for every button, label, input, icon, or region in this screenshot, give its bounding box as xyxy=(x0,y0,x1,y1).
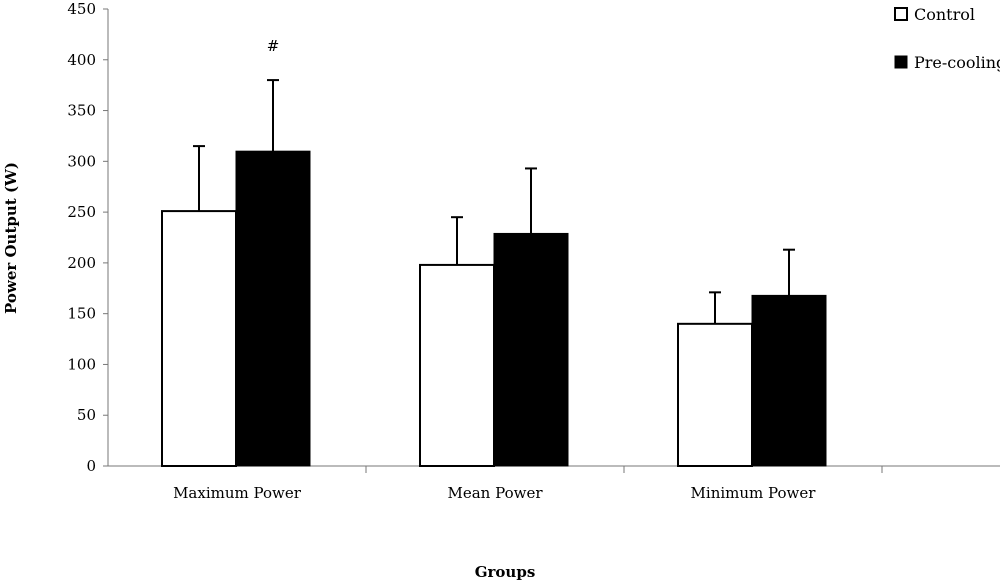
annotations: # xyxy=(267,37,280,55)
bar xyxy=(493,232,569,467)
x-tick-label: Minimum Power xyxy=(691,484,817,502)
bars xyxy=(161,79,827,468)
bar xyxy=(161,210,237,467)
y-tick-label: 50 xyxy=(77,406,96,424)
bar xyxy=(751,294,827,467)
y-tick-label: 0 xyxy=(86,457,96,475)
x-axis-title: Groups xyxy=(475,563,536,581)
x-tick-label: Mean Power xyxy=(447,484,543,502)
legend-label: Pre-cooling xyxy=(914,53,1000,72)
x-tick-label: Maximum Power xyxy=(173,484,302,502)
y-tick-label: 350 xyxy=(67,102,96,120)
y-tick-label: 200 xyxy=(67,254,96,272)
legend-swatch xyxy=(894,55,908,69)
y-tick-label: 100 xyxy=(67,355,96,373)
bar xyxy=(677,322,753,468)
y-tick-label: 400 xyxy=(67,51,96,69)
y-tick-label: 450 xyxy=(67,0,96,18)
y-axis: 0 50 100 150 200 250 300 350 400 450 xyxy=(67,0,109,475)
significance-marker: # xyxy=(267,37,280,55)
x-axis: Maximum Power Mean Power Minimum Power xyxy=(108,465,1000,502)
legend-swatch xyxy=(894,7,908,21)
legend-label: Control xyxy=(914,5,975,24)
y-tick-label: 250 xyxy=(67,203,96,221)
y-tick-label: 300 xyxy=(67,152,96,170)
legend: Control Pre-cooling xyxy=(894,5,1000,72)
y-tick-label: 150 xyxy=(67,305,96,323)
bar xyxy=(235,150,311,467)
y-axis-title: Power Output (W) xyxy=(2,162,20,314)
bar xyxy=(419,263,495,468)
